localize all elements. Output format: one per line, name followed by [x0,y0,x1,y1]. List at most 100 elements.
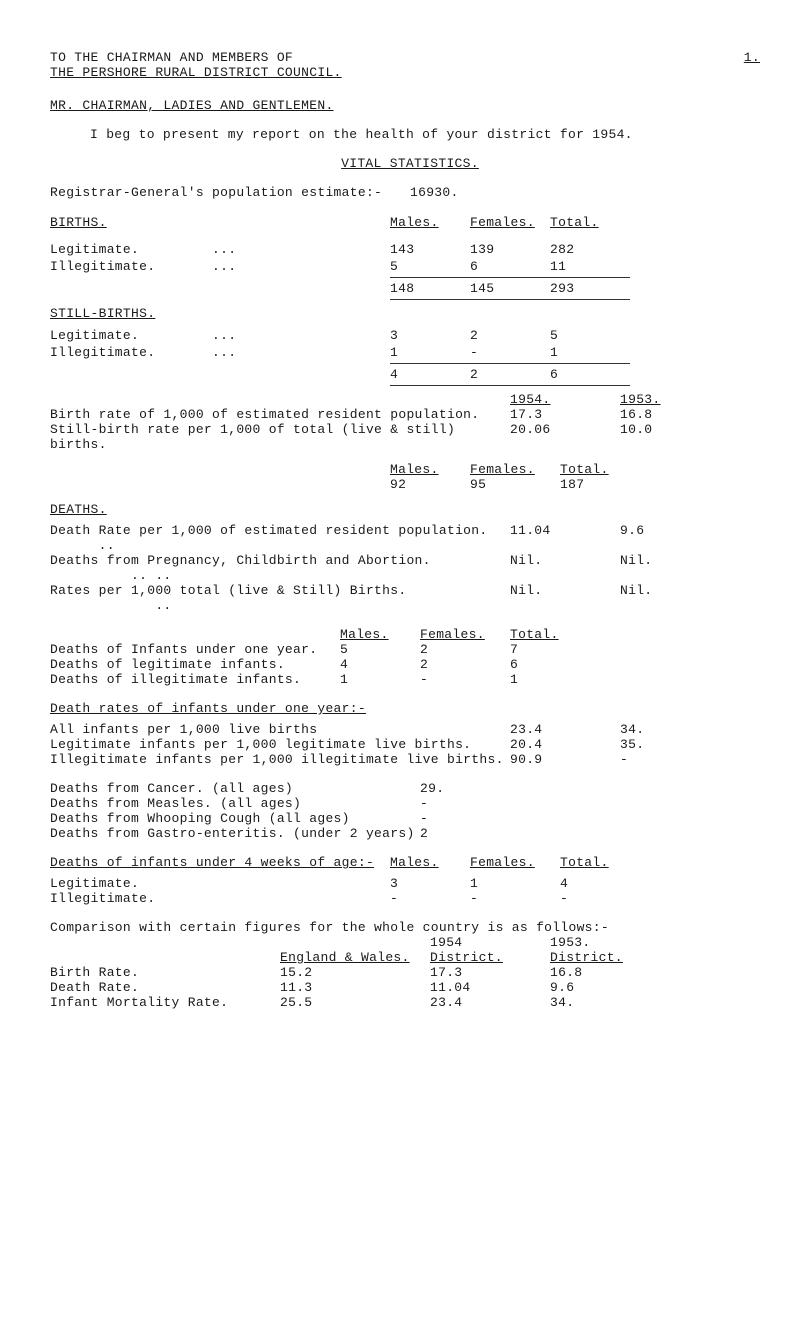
cell: 20.4 [510,737,620,752]
cell: 4 [560,876,650,891]
year-1953: 1953. [550,935,670,950]
cell: 10.0 [620,422,730,452]
death-line: Death Rate per 1,000 of estimated reside… [50,523,510,553]
cell: 34. [550,995,670,1010]
cell: 9.6 [550,980,670,995]
cell: 34. [620,722,730,737]
col-total: Total. [560,855,609,870]
cell: 187 [560,477,640,492]
cell: 282 [550,241,630,258]
cell: 6 [550,366,630,383]
intro-text: I beg to present my report on the health… [50,127,760,142]
row-label: Illegitimate infants per 1,000 illegitim… [50,752,510,767]
row-label: Deaths from Whooping Cough (all ages) [50,811,420,826]
row-label: Deaths of legitimate infants. [50,657,340,672]
cell: - [420,796,428,811]
cell: 3 [390,327,470,344]
cell: 9.6 [620,523,730,553]
rate-label: Still-birth rate per 1,000 of total (liv… [50,422,510,452]
stillbirths-title: STILL-BIRTHS. [50,306,760,321]
page-number: 1. [744,50,760,80]
row-label: Illegitimate. ... [50,258,390,275]
cell: Nil. [620,583,730,613]
cell: 1 [390,344,470,361]
cell: 17.3 [430,965,550,980]
cell: 16.8 [620,407,730,422]
cell: 90.9 [510,752,620,767]
cell: 29. [420,781,444,796]
cell: - [470,891,560,906]
cell: 2 [420,826,428,841]
year-1954: 1954. [510,392,620,407]
col-females: Females. [420,627,510,642]
cell: 2 [470,327,550,344]
cell: 2 [420,657,510,672]
col-total: Total. [510,627,590,642]
row-label: Death Rate. [50,980,280,995]
cell: 2 [420,642,510,657]
cell: 1 [510,672,590,687]
cell: 11.3 [280,980,430,995]
col-males: Males. [390,214,470,231]
cell: 143 [390,241,470,258]
cell: 1 [340,672,420,687]
cell: 25.5 [280,995,430,1010]
cell: 293 [550,280,630,297]
cell: 5 [550,327,630,344]
cell: 148 [390,280,470,297]
cell: 4 [340,657,420,672]
row-label: All infants per 1,000 live births [50,722,510,737]
cell: 11 [550,258,630,275]
cell: 7 [510,642,590,657]
col-females: Females. [470,214,550,231]
col-total: Total. [550,214,630,231]
cell: 6 [510,657,590,672]
col-females: Females. [470,462,560,477]
cell: - [390,891,470,906]
cell: 4 [390,366,470,383]
births-title: BIRTHS. [50,214,390,231]
row-label: Legitimate. ... [50,241,390,258]
cell: 6 [470,258,550,275]
cell: 11.04 [510,523,620,553]
cell: 92 [390,477,470,492]
comparison-intro: Comparison with certain figures for the … [50,920,760,935]
row-label: Birth Rate. [50,965,280,980]
death-rates-infants-title: Death rates of infants under one year:- [50,701,760,716]
to-line-1: TO THE CHAIRMAN AND MEMBERS OF [50,50,342,65]
year-1953: 1953. [620,392,730,407]
cell: - [470,344,550,361]
cell: Nil. [510,553,620,583]
row-label: Legitimate infants per 1,000 legitimate … [50,737,510,752]
row-label: Deaths from Measles. (all ages) [50,796,420,811]
year-1954: 1954 [430,935,550,950]
row-label: Deaths of illegitimate infants. [50,672,340,687]
col-district-a: District. [430,950,550,965]
cell: 15.2 [280,965,430,980]
cell: 95 [470,477,560,492]
registrar-value: 16930. [410,185,459,200]
cell: 145 [470,280,550,297]
row-label: Legitimate. [50,876,390,891]
cell: - [420,811,428,826]
row-label: Illegitimate. [50,891,390,906]
cell: 5 [340,642,420,657]
salutation: MR. CHAIRMAN, LADIES AND GENTLEMEN. [50,98,760,113]
cell: - [620,752,730,767]
to-line-2: THE PERSHORE RURAL DISTRICT COUNCIL. [50,65,342,80]
cell: 20.06 [510,422,620,452]
col-england-wales: England & Wales. [280,950,430,965]
death-line: Deaths from Pregnancy, Childbirth and Ab… [50,553,510,583]
row-label: Deaths from Gastro-enteritis. (under 2 y… [50,826,420,841]
cell: Nil. [620,553,730,583]
deaths-title: DEATHS. [50,502,760,517]
col-total: Total. [560,462,640,477]
cell: 23.4 [510,722,620,737]
cell: - [420,672,510,687]
rate-label: Birth rate of 1,000 of estimated residen… [50,407,510,422]
col-males: Males. [390,462,470,477]
cell: 5 [390,258,470,275]
cell: Nil. [510,583,620,613]
row-label: Illegitimate. ... [50,344,390,361]
row-label: Legitimate. ... [50,327,390,344]
